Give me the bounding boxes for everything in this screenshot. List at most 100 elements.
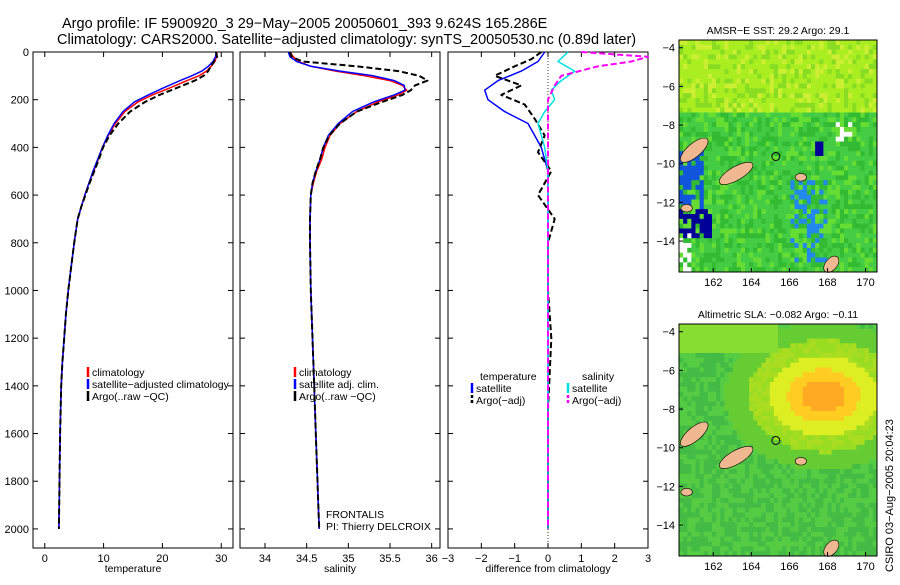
heatmap-cell (794, 214, 800, 220)
heatmap-cell (757, 512, 762, 518)
heatmap-cell (712, 98, 717, 104)
heatmap-cell (703, 459, 709, 465)
heatmap-cell (716, 454, 721, 460)
heatmap-cell (856, 372, 861, 378)
heatmap-cell (753, 247, 758, 254)
heatmap-cell (703, 49, 709, 55)
heatmap-cell (823, 102, 828, 109)
heatmap-cell (699, 98, 705, 104)
heatmap-cell (864, 444, 870, 451)
heatmap-cell (802, 136, 808, 142)
heatmap-cell (687, 238, 692, 244)
heatmap-cell (815, 194, 820, 200)
heatmap-cell (679, 546, 684, 552)
heatmap-cell (712, 78, 717, 84)
heatmap-cell (757, 502, 762, 509)
heatmap-cell (815, 386, 820, 393)
heatmap-cell (872, 440, 878, 446)
heatmap-cell (790, 107, 795, 113)
heatmap-cell (872, 247, 878, 254)
heatmap-cell (761, 459, 767, 465)
heatmap-cell (695, 131, 701, 138)
heatmap-cell (798, 218, 804, 225)
heatmap-cell (720, 411, 725, 417)
heatmap-cell (749, 151, 754, 157)
heatmap-cell (761, 54, 767, 60)
heatmap-cell (852, 117, 857, 123)
heatmap-cell (819, 391, 824, 397)
heatmap-cell (732, 546, 738, 552)
heatmap-cell (707, 209, 713, 215)
heatmap-cell (691, 469, 696, 475)
heatmap-cell (712, 444, 717, 451)
heatmap-cell (712, 83, 717, 89)
heatmap-cell (720, 204, 725, 210)
heatmap-cell (827, 357, 833, 364)
heatmap-cell (860, 141, 866, 147)
heatmap-cell (749, 377, 754, 383)
heatmap-cell (852, 507, 857, 513)
heatmap-cell (683, 454, 688, 460)
heatmap-cell (707, 507, 713, 513)
heatmap-cell (778, 415, 783, 422)
heatmap-cell (769, 406, 775, 412)
heatmap-cell (811, 93, 816, 99)
plot-frame (32, 51, 234, 549)
heatmap-cell (852, 78, 857, 84)
heatmap-cell (778, 401, 783, 407)
heatmap-cell (679, 165, 684, 171)
heatmap-cell (848, 218, 853, 225)
heatmap-cell (794, 49, 800, 55)
heatmap-cell (724, 223, 729, 229)
heatmap-cell (794, 131, 800, 138)
heatmap-cell (868, 69, 874, 75)
heatmap-cell (868, 170, 874, 176)
heatmap-cell (872, 473, 878, 480)
heatmap-cell (703, 252, 709, 258)
heatmap-cell (872, 343, 878, 349)
heatmap-cell (786, 522, 791, 528)
heatmap-cell (827, 449, 833, 455)
heatmap-cell (786, 382, 791, 388)
heatmap-cell (811, 247, 816, 254)
heatmap-cell (844, 156, 849, 162)
heatmap-cell (790, 209, 795, 215)
heatmap-cell (860, 386, 866, 393)
heatmap-cell (831, 401, 837, 407)
heatmap-cell (716, 54, 721, 60)
heatmap-cell (860, 64, 866, 70)
heatmap-cell (773, 127, 779, 133)
heatmap-cell (683, 517, 688, 523)
heatmap-cell (769, 257, 775, 263)
heatmap-cell (732, 435, 738, 441)
heatmap-cell (720, 93, 725, 99)
heatmap-cell (761, 483, 767, 489)
heatmap-cell (802, 406, 808, 412)
heatmap-cell (761, 267, 767, 273)
heatmap-cell (724, 401, 729, 407)
heatmap-cell (860, 194, 866, 200)
heatmap-cell (703, 473, 709, 480)
heatmap-cell (695, 102, 701, 109)
heatmap-cell (724, 512, 729, 518)
heatmap-cell (749, 546, 754, 552)
heatmap-cell (860, 238, 866, 244)
heatmap-cell (712, 151, 717, 157)
y-tick-label: 1600 (5, 429, 29, 441)
heatmap-cell (852, 469, 857, 475)
heatmap-cell (769, 112, 775, 118)
heatmap-cell (872, 435, 878, 441)
heatmap-cell (703, 83, 709, 89)
heatmap-cell (749, 527, 754, 533)
heatmap-cell (819, 507, 824, 513)
heatmap-cell (815, 93, 820, 99)
heatmap-cell (811, 107, 816, 113)
heatmap-cell (687, 353, 692, 359)
heatmap-cell (740, 343, 746, 349)
heatmap-cell (736, 411, 742, 417)
heatmap-cell (699, 391, 705, 397)
heatmap-cell (679, 415, 684, 422)
heatmap-cell (806, 541, 812, 547)
heatmap-cell (856, 522, 861, 528)
heatmap-cell (806, 243, 812, 249)
